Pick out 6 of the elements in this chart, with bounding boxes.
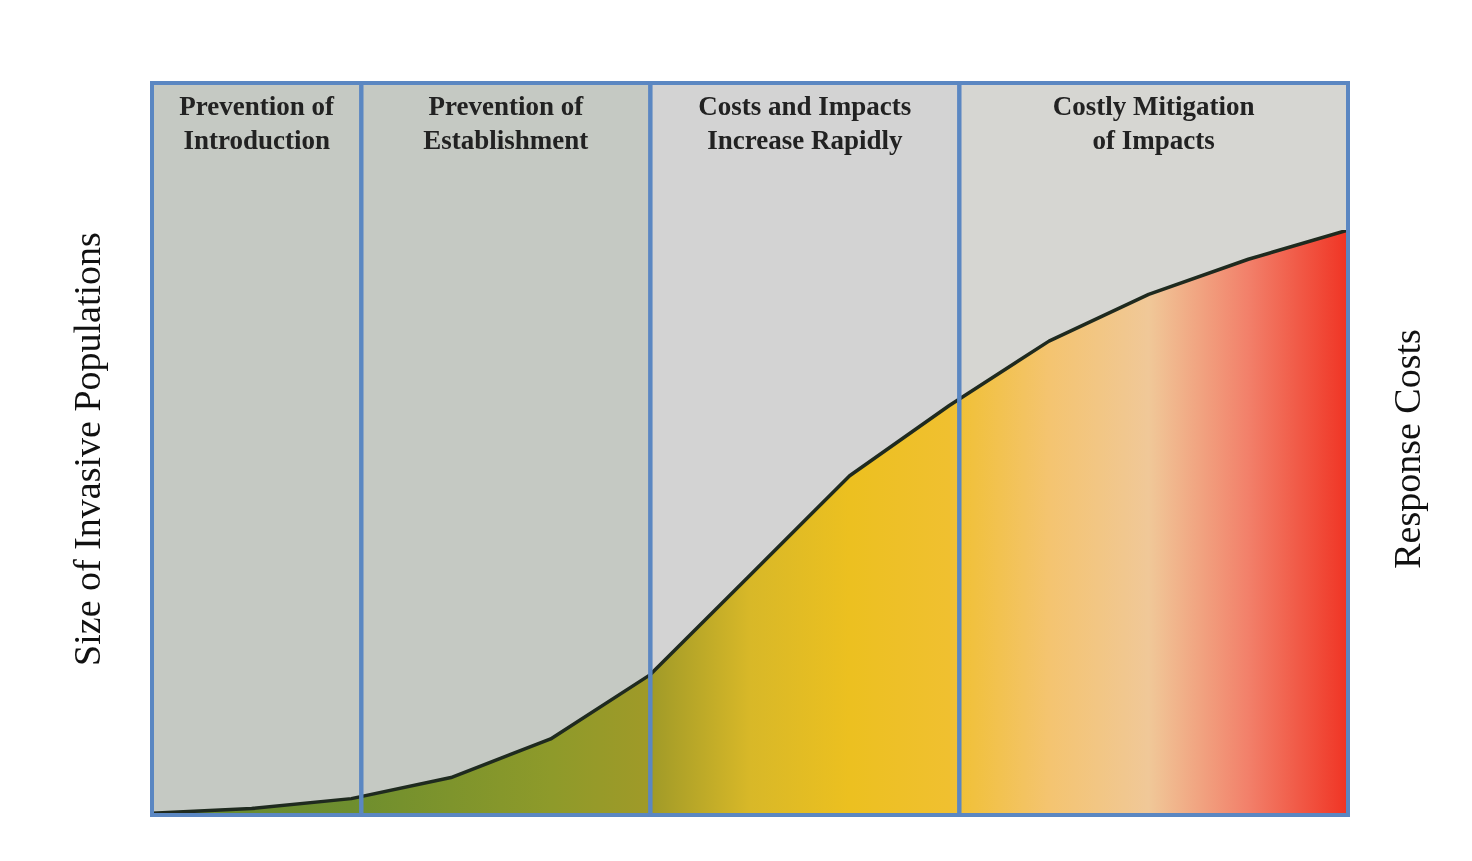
y-axis-title: Size of Invasive Populations	[65, 232, 108, 666]
text: Prevention of Establishment	[423, 91, 589, 156]
text: Costly Mitigation of Impacts	[1052, 91, 1255, 156]
y2-axis-title: Response Costs	[1385, 329, 1428, 569]
text: Prevention of Introduction	[179, 91, 336, 156]
text: Costs and Impacts Increase Rapidly	[698, 91, 912, 156]
